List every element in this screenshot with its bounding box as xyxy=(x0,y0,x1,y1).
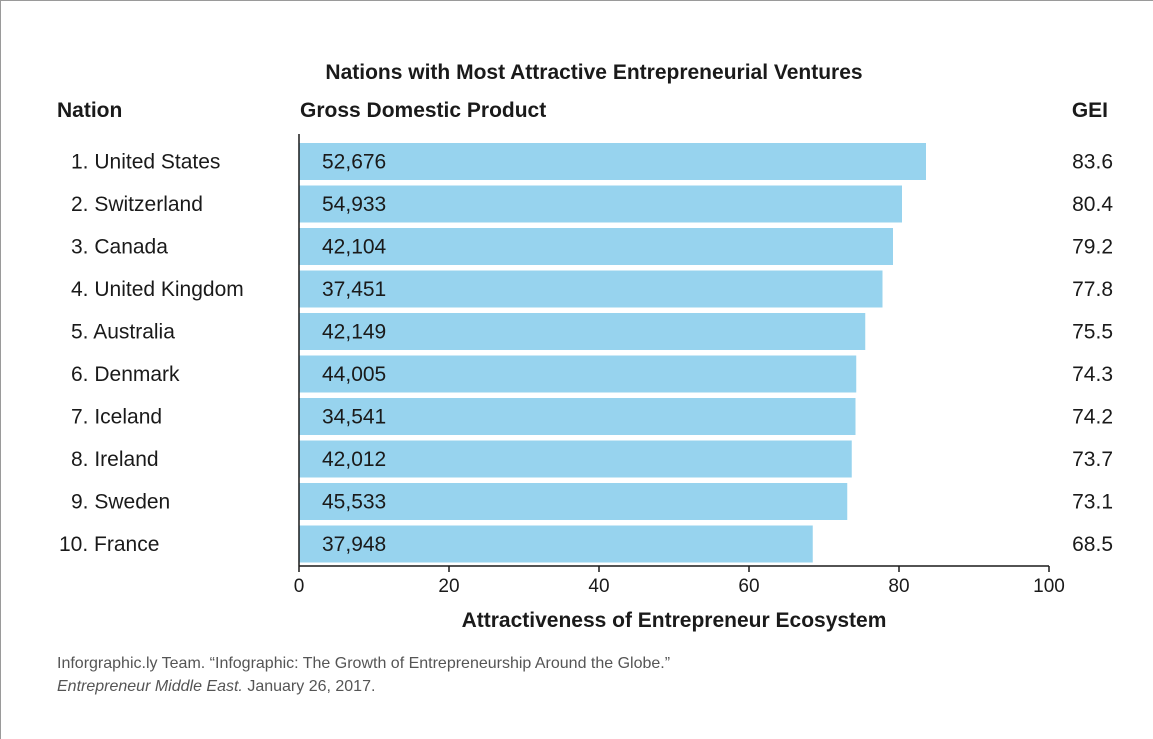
bar xyxy=(299,398,856,435)
nation-label: 6. Denmark xyxy=(71,363,180,386)
nation-label: 8. Ireland xyxy=(71,448,159,471)
nation-label: 4. United Kingdom xyxy=(71,278,244,301)
x-tick-label: 20 xyxy=(438,576,459,597)
chart: Nations with Most Attractive Entrepreneu… xyxy=(57,61,1113,632)
gdp-value-label: 45,533 xyxy=(322,491,386,514)
gei-value-label: 77.8 xyxy=(1072,278,1113,301)
gei-value-label: 83.6 xyxy=(1072,151,1113,174)
bar xyxy=(299,270,883,308)
gei-column-header: GEI xyxy=(1072,99,1108,122)
gdp-value-label: 52,676 xyxy=(322,151,386,174)
source-citation: Inforgraphic.ly Team. “Infographic: The … xyxy=(57,652,670,698)
bar xyxy=(299,228,893,265)
nation-label: 10. France xyxy=(59,533,159,556)
bar xyxy=(299,355,857,393)
gdp-value-label: 34,541 xyxy=(322,406,386,429)
x-axis-ticks: 0 20 40 60 80 100 xyxy=(294,566,1065,597)
gdp-value-label: 37,451 xyxy=(322,278,386,301)
nation-column-header: Nation xyxy=(57,99,122,122)
bar xyxy=(299,143,926,180)
gei-value-label: 73.7 xyxy=(1072,448,1113,471)
bar xyxy=(299,525,813,563)
gdp-value-label: 44,005 xyxy=(322,363,386,386)
nation-label: 5. Australia xyxy=(71,321,175,344)
nation-label: 2. Switzerland xyxy=(71,193,203,216)
source-line-2: Entrepreneur Middle East. January 26, 20… xyxy=(57,675,670,698)
source-publication: Entrepreneur Middle East. xyxy=(57,678,243,695)
source-date: January 26, 2017. xyxy=(242,678,376,695)
bar xyxy=(299,440,852,478)
gdp-value-label: 42,149 xyxy=(322,321,386,344)
nation-label: 3. Canada xyxy=(71,236,168,259)
x-tick-label: 60 xyxy=(738,576,759,597)
x-tick-label: 100 xyxy=(1033,576,1065,597)
x-axis-title: Attractiveness of Entrepreneur Ecosystem xyxy=(462,609,887,632)
x-tick-label: 80 xyxy=(888,576,909,597)
gdp-value-label: 42,012 xyxy=(322,448,386,471)
gei-value-label: 80.4 xyxy=(1072,193,1113,216)
bar xyxy=(299,313,866,350)
nation-label: 9. Sweden xyxy=(71,491,170,514)
nation-label: 1. United States xyxy=(71,151,220,174)
gdp-column-header: Gross Domestic Product xyxy=(300,99,546,122)
nation-label: 7. Iceland xyxy=(71,406,162,429)
gdp-value-label: 42,104 xyxy=(322,236,387,259)
chart-title: Nations with Most Attractive Entrepreneu… xyxy=(325,61,862,84)
bar xyxy=(299,483,848,520)
gei-value-label: 75.5 xyxy=(1072,321,1113,344)
chart-rows: 1. United States 52,676 83.6 2. Switzerland… xyxy=(59,143,1113,563)
source-line-1: Inforgraphic.ly Team. “Infographic: The … xyxy=(57,655,671,672)
bar xyxy=(299,185,902,223)
gei-value-label: 73.1 xyxy=(1072,491,1113,514)
gdp-value-label: 54,933 xyxy=(322,193,386,216)
gei-value-label: 74.3 xyxy=(1072,363,1113,386)
gei-value-label: 79.2 xyxy=(1072,236,1113,259)
x-tick-label: 40 xyxy=(588,576,609,597)
x-tick-label: 0 xyxy=(294,576,305,597)
gdp-value-label: 37,948 xyxy=(322,533,386,556)
gei-value-label: 74.2 xyxy=(1072,406,1113,429)
gei-value-label: 68.5 xyxy=(1072,533,1113,556)
